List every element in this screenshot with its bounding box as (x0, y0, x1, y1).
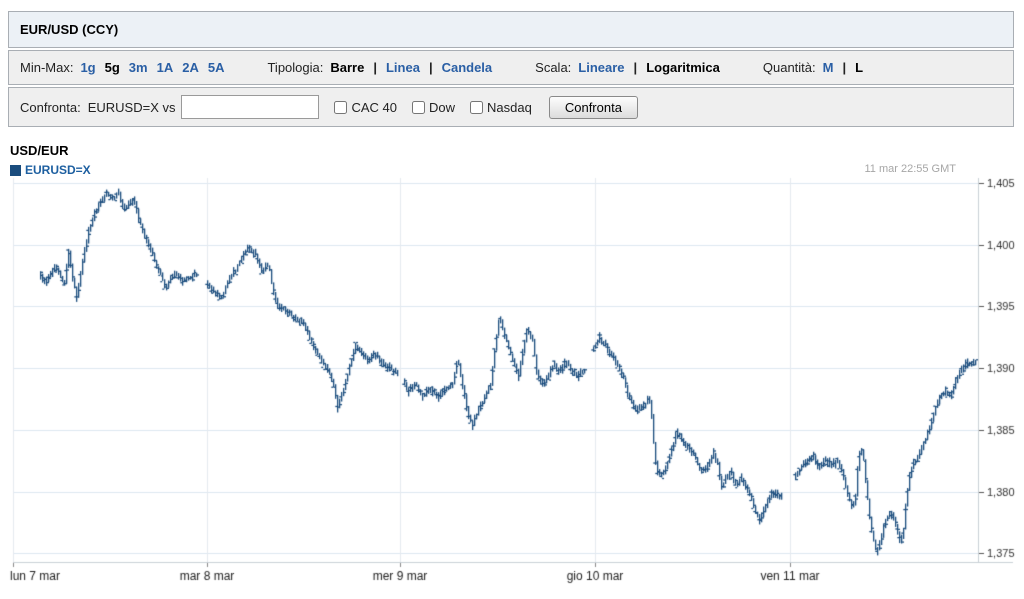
range-group-label: Min-Max: (20, 60, 74, 75)
chart-title: USD/EUR (10, 143, 69, 158)
widget-title: EUR/USD (CCY) (20, 22, 119, 37)
separator: | (428, 60, 433, 75)
type-group-label: Tipologia: (267, 60, 324, 75)
cac40-checkbox-label: CAC 40 (351, 99, 398, 115)
range-option-3m[interactable]: 3m (128, 60, 148, 75)
separator: | (633, 60, 638, 75)
chart-toolbar: Min-Max: 1g 5g 3m 1A 2A 5A Tipologia: Ba… (8, 50, 1014, 85)
range-option-1g[interactable]: 1g (80, 60, 96, 75)
scale-option-lineare[interactable]: Lineare (578, 60, 625, 75)
compare-symbol-input[interactable] (181, 95, 320, 119)
dow-checkbox[interactable] (412, 100, 426, 114)
compare-bar: Confronta: EURUSD=X vs CAC 40 Dow Nasdaq… (8, 87, 1014, 127)
scale-option-logaritmica[interactable]: Logaritmica (646, 60, 720, 75)
range-option-5a[interactable]: 5A (207, 60, 225, 75)
checkbox-nasdaq[interactable]: Nasdaq (470, 100, 532, 115)
nasdaq-checkbox[interactable] (470, 100, 484, 114)
range-option-1a[interactable]: 1A (156, 60, 174, 75)
type-option-candela[interactable]: Candela (441, 60, 493, 75)
nasdaq-checkbox-label: Nasdaq (487, 99, 532, 115)
type-option-barre[interactable]: Barre (330, 60, 365, 75)
quantity-option-l[interactable]: L (855, 60, 864, 75)
widget-title-bar: EUR/USD (CCY) (8, 11, 1014, 48)
separator: | (842, 60, 847, 75)
confronta-button[interactable]: Confronta (548, 95, 638, 119)
compare-label: Confronta: (20, 99, 81, 115)
compare-symbol-vs: EURUSD=X vs (87, 99, 176, 115)
type-option-linea[interactable]: Linea (385, 60, 420, 75)
dow-checkbox-label: Dow (429, 99, 456, 115)
quantity-option-m[interactable]: M (822, 60, 834, 75)
range-option-5g[interactable]: 5g (104, 60, 120, 75)
scale-group-label: Scala: (535, 60, 572, 75)
quantity-group-label: Quantità: (762, 60, 816, 75)
separator: | (373, 60, 377, 75)
checkbox-cac40[interactable]: CAC 40 (334, 100, 397, 115)
checkbox-dow[interactable]: Dow (412, 100, 455, 115)
cac40-checkbox[interactable] (334, 100, 348, 114)
price-chart-canvas[interactable] (0, 170, 1024, 599)
range-option-2a[interactable]: 2A (182, 60, 199, 75)
